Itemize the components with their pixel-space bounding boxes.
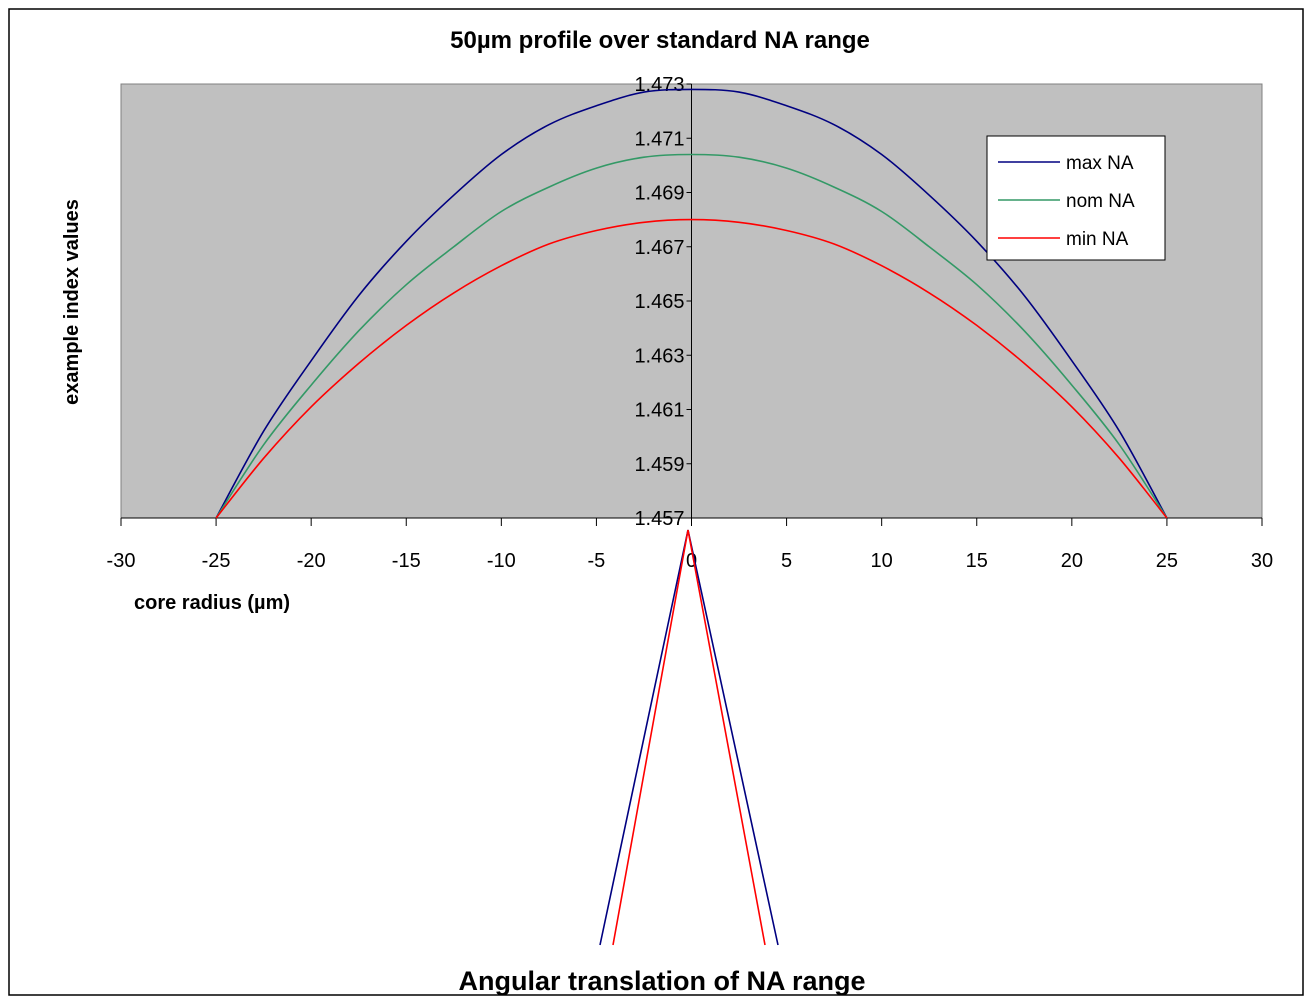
y-tick-label: 1.467 — [634, 237, 684, 259]
chart-title: 50µm profile over standard NA range — [450, 27, 870, 54]
angular-cone-min-na — [612, 529, 766, 946]
x-tick-label: 10 — [871, 550, 893, 572]
x-tick-label: -20 — [297, 550, 326, 572]
series-line-nom-na — [215, 153, 1168, 519]
x-tick-label: -15 — [392, 550, 421, 572]
x-tick-label: -10 — [487, 550, 516, 572]
y-tick-label: 1.469 — [634, 183, 684, 205]
x-tick-label: 25 — [1156, 550, 1178, 572]
angular-diagram-title: Angular translation of NA range — [458, 966, 865, 996]
legend-label-nom-na: nom NA — [1066, 191, 1135, 212]
x-tick-label: 5 — [781, 550, 792, 572]
legend-box — [986, 135, 1166, 261]
x-tick-label: 15 — [966, 550, 988, 572]
series-line-min-na — [215, 218, 1168, 519]
y-tick-label: 1.471 — [634, 128, 684, 150]
y-tick-label: 1.463 — [634, 345, 684, 367]
y-tick-label: 1.459 — [634, 454, 684, 476]
x-tick-label: -30 — [107, 550, 136, 572]
legend: max NA nom NA min NA — [986, 135, 1166, 261]
series-line-max-na — [215, 88, 1168, 519]
y-tick-label: 1.461 — [634, 400, 684, 422]
y-tick-label: 1.457 — [634, 508, 684, 530]
angular-diagram — [599, 529, 779, 946]
x-tick-label: -25 — [202, 550, 231, 572]
y-tick-label: 1.465 — [634, 291, 684, 313]
x-tick-label: 20 — [1061, 550, 1083, 572]
x-axis-label: core radius (µm) — [134, 592, 290, 614]
y-axis-label: example index values — [61, 199, 83, 405]
axes: -30 -25 -20 -15 -10 -5 0 5 10 15 20 25 30 1.457 1.459 1… — [107, 74, 1274, 572]
legend-label-min-na: min NA — [1066, 229, 1129, 250]
series-layer — [215, 88, 1168, 519]
legend-label-max-na: max NA — [1066, 153, 1134, 174]
x-tick-label: -5 — [588, 550, 606, 572]
x-tick-label: 30 — [1251, 550, 1273, 572]
x-tick-label: 0 — [686, 550, 697, 572]
